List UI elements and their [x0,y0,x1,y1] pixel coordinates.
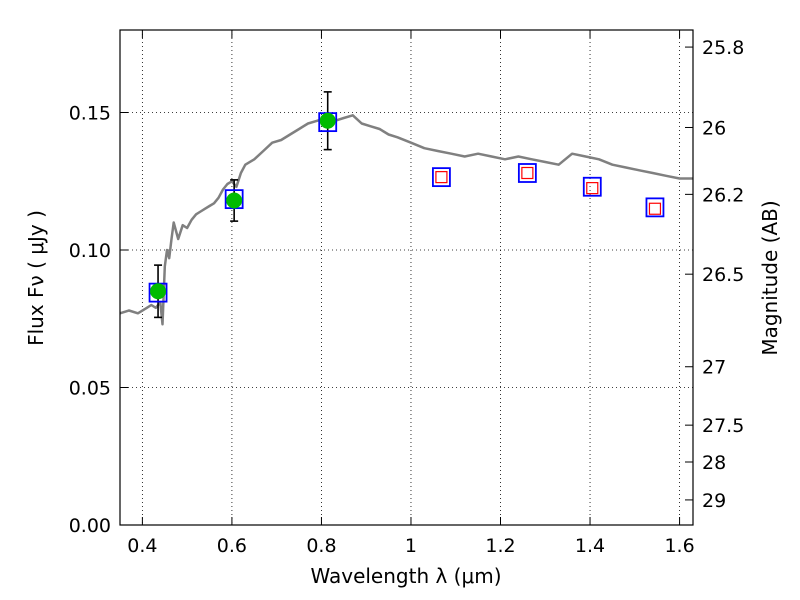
magnitude-axis-label: Magnitude (AB) [758,200,782,355]
magnitude-tick-label: 26 [702,117,726,139]
plot-area [120,91,693,326]
observed-flux-point [226,192,243,209]
x-tick-label: 0.8 [306,535,336,557]
observed-flux-point [319,112,336,129]
model-flux-small-square [586,182,599,195]
y-tick-label: 0.05 [69,378,111,400]
magnitude-tick-label: 26.2 [702,184,744,206]
model-flux-small-square [521,166,534,180]
grid-lines [120,30,693,526]
plot-frame [119,29,694,526]
x-tick-label: 1.2 [485,535,515,557]
x-axis-label: Wavelength λ (μm) [310,564,501,588]
x-tick-label: 0.4 [127,535,157,557]
model-flux-square [517,163,537,183]
x-tick-label: 1 [405,535,417,557]
model-flux-square [582,176,602,197]
observed-flux-point [150,283,167,300]
magnitude-tick-label: 25.8 [702,37,744,59]
y-axis-ticks: 0.00 0.05 0.10 0.15 [69,103,128,537]
marker-layer [148,91,665,319]
magnitude-axis-ticks: 25.8 26 26.2 26.5 27 27.5 28 29 [685,37,744,512]
x-tick-label: 0.6 [217,535,247,557]
y-tick-label: 0.15 [69,103,111,125]
magnitude-tick-label: 28 [702,452,726,474]
x-axis-ticks: 0.4 0.6 0.8 1 1.2 1.4 1.6 [127,30,695,557]
model-flux-small-square [648,202,662,215]
x-tick-label: 1.4 [575,535,605,557]
magnitude-tick-label: 29 [702,490,726,512]
y-tick-label: 0.10 [69,240,111,262]
model-flux-square [645,197,665,218]
model-flux-small-square [435,171,448,184]
spectrum-line [120,114,693,326]
x-tick-label: 1.6 [664,535,694,557]
model-flux-square [432,167,451,188]
magnitude-tick-label: 26.5 [702,264,744,286]
magnitude-tick-label: 27 [702,357,726,379]
series-layer [120,114,693,326]
y-axis-label: Flux Fν ( μJy ) [24,210,48,346]
y-tick-label: 0.00 [69,515,111,537]
magnitude-tick-label: 27.5 [702,415,744,437]
